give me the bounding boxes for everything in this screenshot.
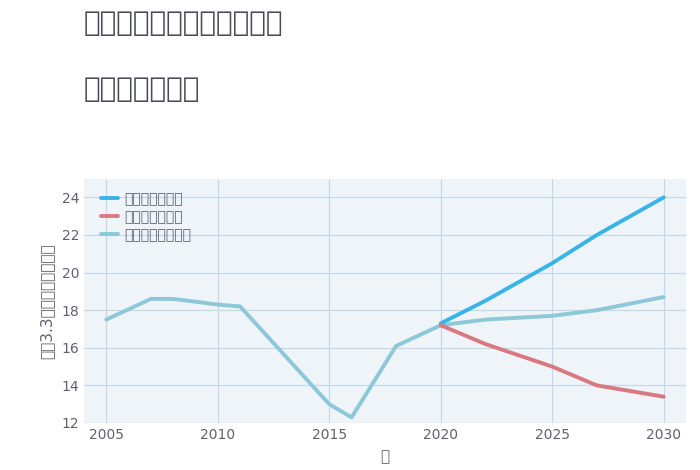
グッドシナリオ [593, 232, 601, 238]
グッドシナリオ [659, 195, 668, 200]
ノーマルシナリオ [392, 343, 400, 349]
ノーマルシナリオ [593, 307, 601, 313]
ノーマルシナリオ [347, 415, 356, 420]
ノーマルシナリオ [214, 302, 222, 307]
ノーマルシナリオ [481, 317, 489, 322]
ノーマルシナリオ [169, 296, 177, 302]
ノーマルシナリオ [659, 294, 668, 300]
Line: グッドシナリオ: グッドシナリオ [441, 197, 664, 323]
ノーマルシナリオ [325, 401, 333, 407]
グッドシナリオ [437, 321, 445, 326]
Line: ノーマルシナリオ: ノーマルシナリオ [106, 297, 664, 417]
Text: 土地の価格推移: 土地の価格推移 [84, 75, 200, 103]
バッドシナリオ [659, 394, 668, 399]
バッドシナリオ [481, 341, 489, 347]
バッドシナリオ [593, 383, 601, 388]
ノーマルシナリオ [236, 304, 244, 309]
ノーマルシナリオ [147, 296, 155, 302]
X-axis label: 年: 年 [380, 449, 390, 464]
バッドシナリオ [548, 364, 556, 369]
Line: バッドシナリオ: バッドシナリオ [441, 325, 664, 397]
Y-axis label: 坪（3.3㎡）単価（万円）: 坪（3.3㎡）単価（万円） [39, 243, 55, 359]
ノーマルシナリオ [437, 322, 445, 328]
ノーマルシナリオ [548, 313, 556, 319]
グッドシナリオ [481, 298, 489, 304]
Legend: グッドシナリオ, バッドシナリオ, ノーマルシナリオ: グッドシナリオ, バッドシナリオ, ノーマルシナリオ [97, 188, 196, 247]
Text: 兵庫県丹波市市島町勅使の: 兵庫県丹波市市島町勅使の [84, 9, 284, 38]
バッドシナリオ [437, 322, 445, 328]
ノーマルシナリオ [102, 317, 111, 322]
グッドシナリオ [548, 260, 556, 266]
